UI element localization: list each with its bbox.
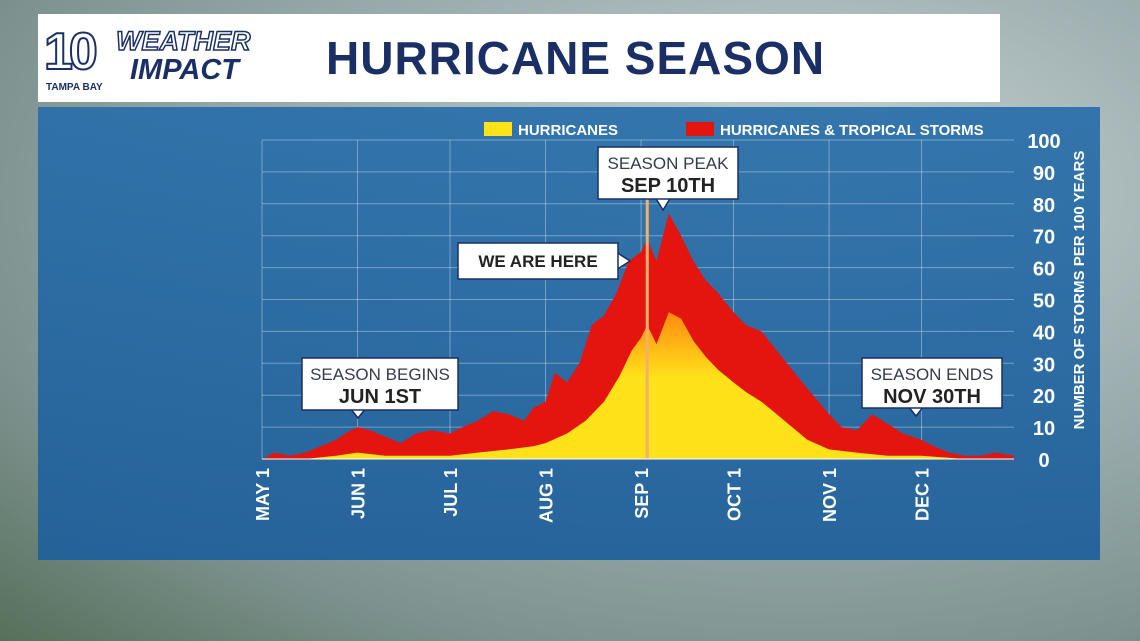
callout-season-begins: SEASON BEGINS JUN 1ST <box>301 357 459 420</box>
callout-line1: SEASON PEAK <box>608 154 730 173</box>
x-tick-label: OCT 1 <box>725 468 745 521</box>
x-tick-label: MAY 1 <box>253 468 273 521</box>
y-tick-label: 40 <box>1033 322 1055 344</box>
legend-swatch <box>484 122 512 136</box>
chart-axes: 0 10 20 30 40 50 60 70 80 90 100 MAY 1 JUN 1 JUL 1 AUG… <box>253 131 1088 523</box>
callout-season-ends: SEASON ENDS NOV 30TH <box>861 357 1003 418</box>
chart-areas <box>262 213 1014 459</box>
y-tick-label: 80 <box>1033 195 1055 217</box>
x-tick-label: JUL 1 <box>441 468 461 517</box>
legend-label: HURRICANES & TROPICAL STORMS <box>720 122 984 139</box>
series-area-hurricanes <box>262 312 1014 459</box>
y-tick-label: 70 <box>1033 227 1055 249</box>
y-tick-label: 30 <box>1033 354 1055 376</box>
legend-label: HURRICANES <box>518 122 618 139</box>
y-axis-label: NUMBER OF STORMS PER 100 YEARS <box>1071 151 1088 430</box>
callout-line1: SEASON ENDS <box>871 365 994 384</box>
logo-word-impact: IMPACT <box>130 54 240 86</box>
callout-box <box>597 146 739 200</box>
y-tick-label: 50 <box>1033 291 1055 313</box>
x-tick-label: DEC 1 <box>913 468 933 521</box>
y-tick-label: 60 <box>1033 259 1055 281</box>
y-tick-label: 90 <box>1033 163 1055 185</box>
station-logo: 10 WEATHER IMPACT TAMPA BAY <box>43 22 284 98</box>
callout-box <box>861 357 1003 409</box>
y-tick-label: 20 <box>1033 386 1055 408</box>
callout-season-peak: SEASON PEAK SEP 10TH <box>597 146 739 212</box>
callout-line1: SEASON BEGINS <box>310 365 450 384</box>
series-area-storms <box>262 213 1014 459</box>
y-tick-label: 0 <box>1038 450 1049 472</box>
callout-line2: NOV 30TH <box>883 386 981 408</box>
legend-swatch <box>686 122 714 136</box>
logo-number: 10 <box>43 22 99 82</box>
callout-line2: WE ARE HERE <box>478 252 597 271</box>
x-tick-label: JUN 1 <box>349 468 369 519</box>
x-tick-label: NOV 1 <box>820 468 840 522</box>
page-title: HURRICANE SEASON <box>326 32 826 84</box>
callout-box <box>457 242 619 280</box>
logo-word-weather: WEATHER <box>115 25 251 57</box>
chart-legend: HURRICANES HURRICANES & TROPICAL STORMS <box>484 122 984 139</box>
x-tick-label: SEP 1 <box>632 468 652 519</box>
chart-callouts: SEASON BEGINS JUN 1ST SEASON PEAK SEP 10TH W… <box>301 146 1003 420</box>
header-bar: 10 WEATHER IMPACT TAMPA BAY HURRICANE SE… <box>38 14 1000 102</box>
chart-panel <box>38 107 1100 560</box>
logo-station: TAMPA BAY <box>46 82 103 93</box>
callout-box <box>301 357 459 411</box>
y-tick-label: 10 <box>1033 418 1055 440</box>
callout-line2: SEP 10TH <box>621 175 715 197</box>
callout-line2: JUN 1ST <box>339 386 421 408</box>
y-tick-label: 100 <box>1027 131 1060 153</box>
x-tick-label: AUG 1 <box>537 468 557 523</box>
callout-we-are-here: WE ARE HERE <box>457 242 632 280</box>
